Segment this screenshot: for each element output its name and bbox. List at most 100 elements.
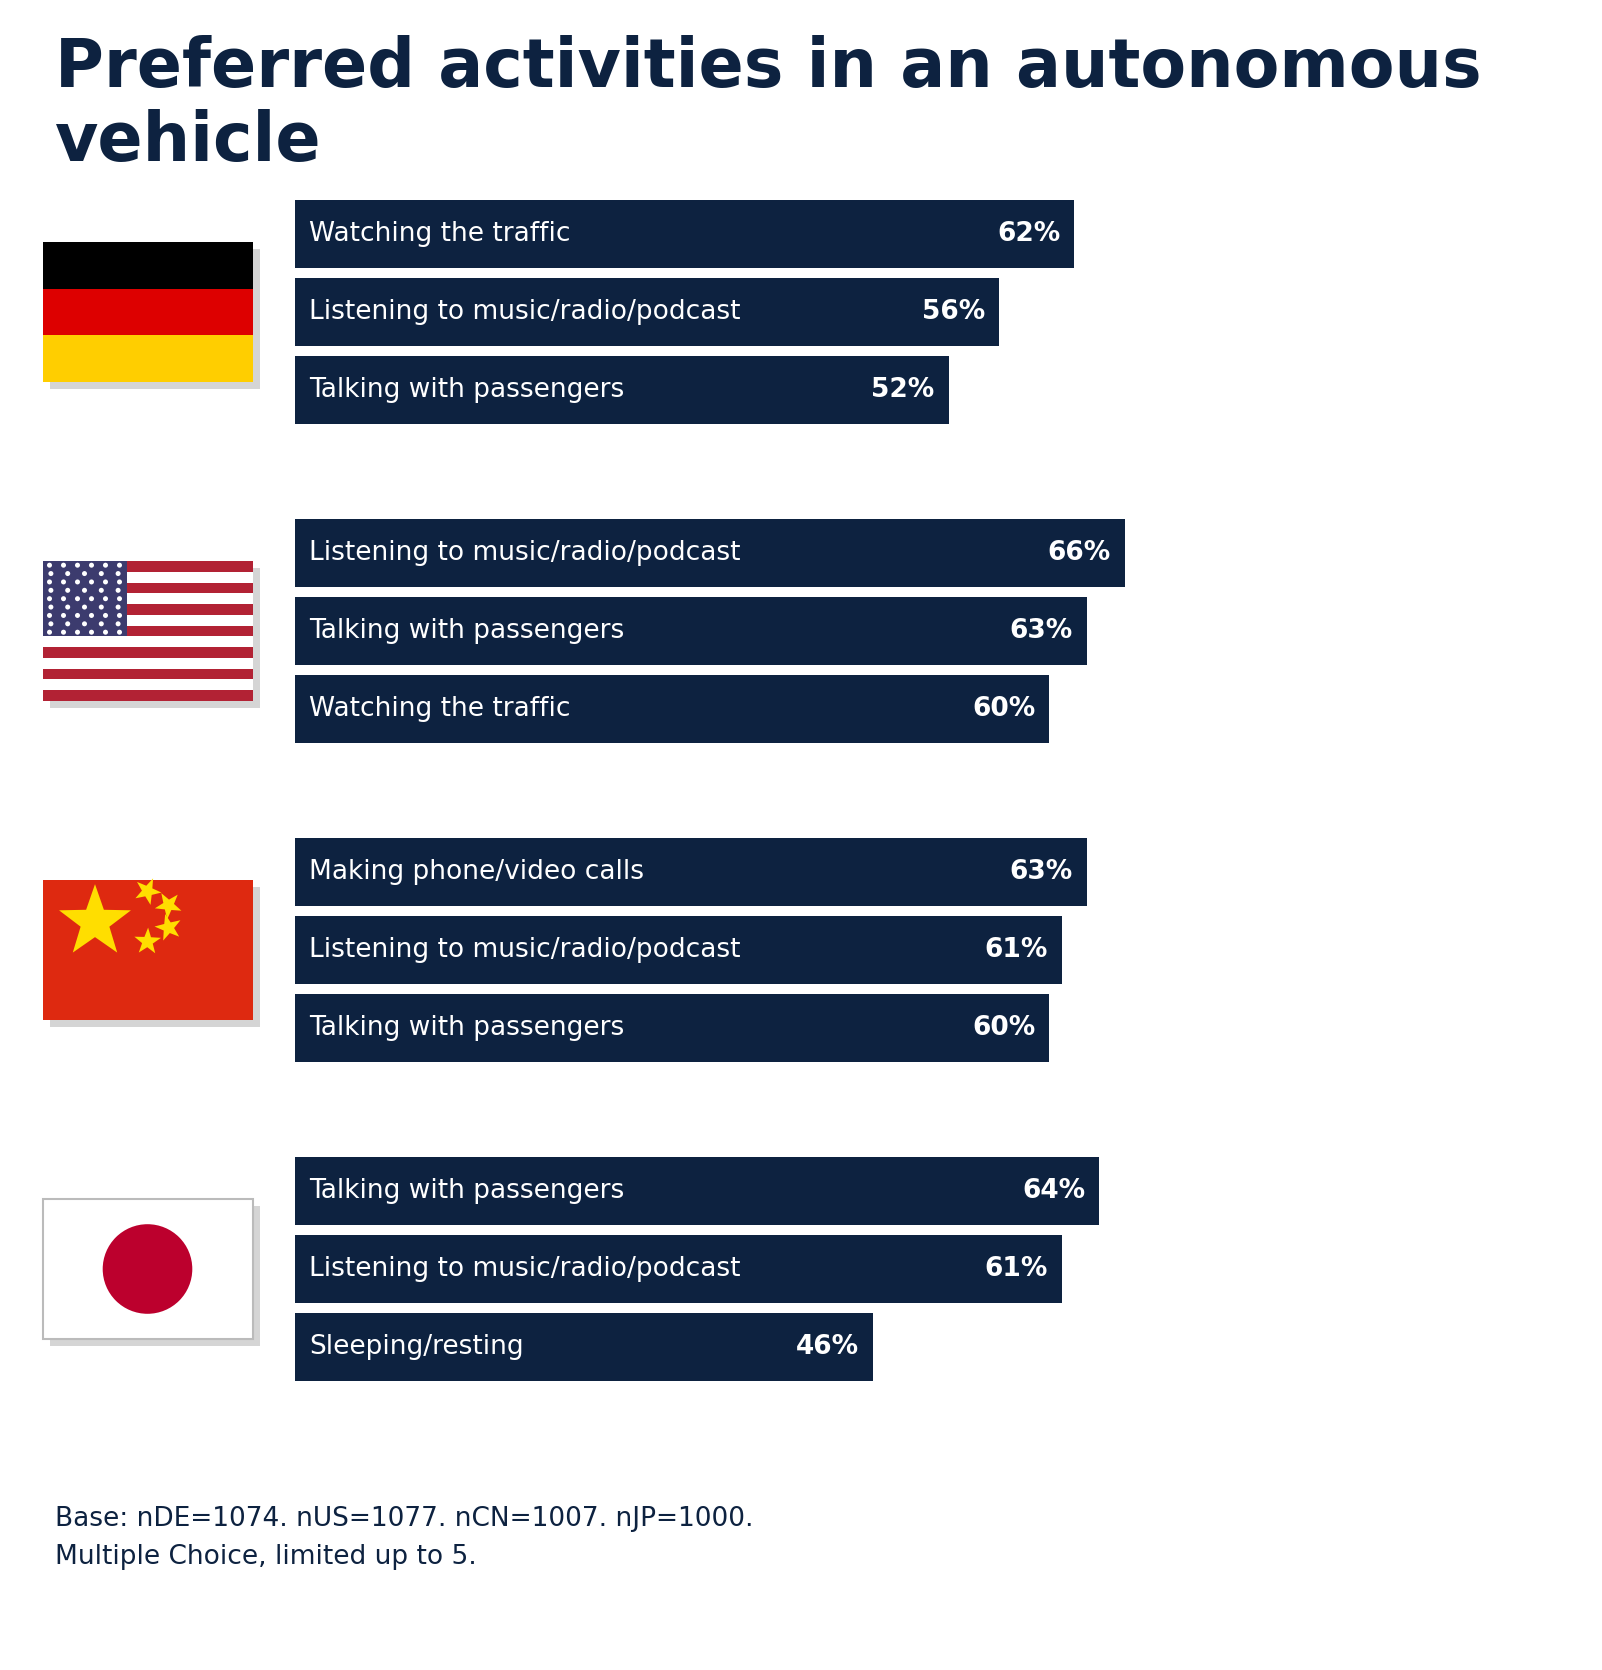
Circle shape bbox=[82, 588, 87, 593]
Circle shape bbox=[117, 579, 122, 584]
Circle shape bbox=[117, 596, 122, 601]
Circle shape bbox=[82, 571, 87, 576]
Text: Preferred activities in an autonomous
vehicle: Preferred activities in an autonomous ve… bbox=[54, 35, 1482, 175]
Text: Sleeping/resting: Sleeping/resting bbox=[309, 1334, 524, 1359]
Circle shape bbox=[61, 596, 66, 601]
Text: 61%: 61% bbox=[984, 1256, 1048, 1283]
Text: Listening to music/radio/podcast: Listening to music/radio/podcast bbox=[309, 299, 740, 326]
Bar bbox=[295, 1313, 873, 1381]
Circle shape bbox=[75, 579, 80, 584]
Circle shape bbox=[75, 563, 80, 568]
Text: Listening to music/radio/podcast: Listening to music/radio/podcast bbox=[309, 539, 740, 566]
Circle shape bbox=[46, 563, 51, 568]
Circle shape bbox=[66, 621, 70, 626]
Circle shape bbox=[75, 613, 80, 618]
Bar bbox=[295, 1236, 1062, 1303]
Text: Talking with passengers: Talking with passengers bbox=[309, 1177, 625, 1204]
Bar bbox=[295, 596, 1086, 665]
Circle shape bbox=[90, 630, 95, 635]
Circle shape bbox=[103, 563, 107, 568]
Bar bbox=[43, 636, 253, 648]
Circle shape bbox=[103, 630, 107, 635]
Bar bbox=[43, 880, 253, 1020]
Circle shape bbox=[66, 605, 70, 610]
Circle shape bbox=[82, 621, 87, 626]
Text: 63%: 63% bbox=[1009, 858, 1073, 885]
Bar bbox=[295, 519, 1125, 586]
Text: Watching the traffic: Watching the traffic bbox=[309, 696, 570, 721]
Bar bbox=[295, 200, 1075, 267]
Circle shape bbox=[117, 630, 122, 635]
Circle shape bbox=[48, 605, 53, 610]
Circle shape bbox=[117, 563, 122, 568]
Text: Base: nDE=1074. nUS=1077. nCN=1007. nJP=1000.
Multiple Choice, limited up to 5.: Base: nDE=1074. nUS=1077. nCN=1007. nJP=… bbox=[54, 1506, 753, 1570]
Bar bbox=[43, 561, 127, 636]
Circle shape bbox=[99, 571, 104, 576]
Text: 60%: 60% bbox=[972, 1015, 1035, 1040]
Circle shape bbox=[99, 621, 104, 626]
Bar bbox=[295, 1157, 1099, 1226]
Bar bbox=[295, 356, 948, 424]
Circle shape bbox=[66, 571, 70, 576]
Bar bbox=[43, 615, 253, 626]
Polygon shape bbox=[136, 878, 162, 905]
Polygon shape bbox=[135, 927, 160, 954]
Polygon shape bbox=[154, 913, 181, 940]
Circle shape bbox=[103, 596, 107, 601]
Bar bbox=[43, 242, 253, 289]
Text: Making phone/video calls: Making phone/video calls bbox=[309, 858, 644, 885]
Bar bbox=[295, 994, 1049, 1062]
Bar bbox=[43, 336, 253, 382]
Circle shape bbox=[90, 613, 95, 618]
Circle shape bbox=[66, 588, 70, 593]
Circle shape bbox=[99, 605, 104, 610]
Circle shape bbox=[61, 579, 66, 584]
Circle shape bbox=[117, 613, 122, 618]
Circle shape bbox=[115, 605, 120, 610]
Circle shape bbox=[48, 588, 53, 593]
Circle shape bbox=[48, 571, 53, 576]
Text: 62%: 62% bbox=[996, 220, 1061, 247]
Circle shape bbox=[75, 630, 80, 635]
Text: Listening to music/radio/podcast: Listening to music/radio/podcast bbox=[309, 937, 740, 964]
Circle shape bbox=[103, 1224, 192, 1314]
Text: Watching the traffic: Watching the traffic bbox=[309, 220, 570, 247]
Text: Talking with passengers: Talking with passengers bbox=[309, 377, 625, 402]
Text: Talking with passengers: Talking with passengers bbox=[309, 618, 625, 645]
Bar bbox=[50, 568, 260, 708]
Circle shape bbox=[90, 579, 95, 584]
Circle shape bbox=[61, 630, 66, 635]
Polygon shape bbox=[155, 893, 181, 919]
Bar bbox=[43, 593, 253, 605]
Circle shape bbox=[75, 596, 80, 601]
Bar bbox=[43, 1199, 253, 1339]
Circle shape bbox=[46, 613, 51, 618]
Bar bbox=[50, 1206, 260, 1346]
Circle shape bbox=[90, 596, 95, 601]
Circle shape bbox=[115, 571, 120, 576]
Bar bbox=[43, 561, 253, 701]
Polygon shape bbox=[59, 883, 131, 952]
Bar bbox=[295, 675, 1049, 743]
Circle shape bbox=[103, 613, 107, 618]
Text: Talking with passengers: Talking with passengers bbox=[309, 1015, 625, 1040]
Bar bbox=[295, 838, 1086, 907]
Text: 61%: 61% bbox=[984, 937, 1048, 964]
Bar bbox=[295, 917, 1062, 984]
Text: Listening to music/radio/podcast: Listening to music/radio/podcast bbox=[309, 1256, 740, 1283]
Circle shape bbox=[115, 588, 120, 593]
Circle shape bbox=[46, 596, 51, 601]
Circle shape bbox=[115, 621, 120, 626]
Circle shape bbox=[61, 563, 66, 568]
Bar bbox=[43, 658, 253, 668]
Circle shape bbox=[48, 621, 53, 626]
Bar bbox=[50, 249, 260, 389]
Text: 63%: 63% bbox=[1009, 618, 1073, 645]
Circle shape bbox=[99, 588, 104, 593]
Bar bbox=[50, 887, 260, 1027]
Text: 66%: 66% bbox=[1048, 539, 1110, 566]
Text: 60%: 60% bbox=[972, 696, 1035, 721]
Bar bbox=[295, 277, 1000, 346]
Bar bbox=[43, 289, 253, 336]
Text: 56%: 56% bbox=[921, 299, 985, 326]
